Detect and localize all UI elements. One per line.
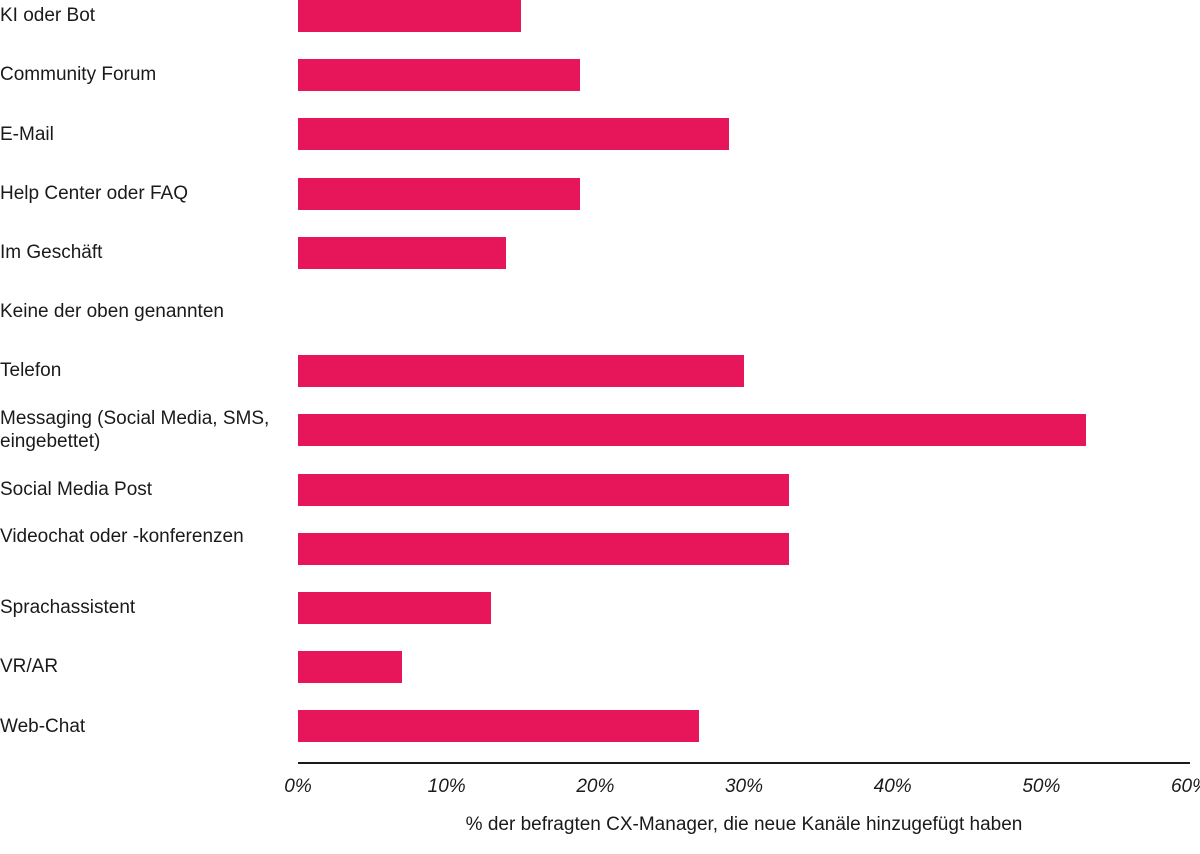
category-label: Community Forum [0, 63, 280, 87]
category-label: Videochat oder -konferenzen [0, 525, 280, 549]
bar [298, 592, 491, 624]
bar [298, 0, 521, 32]
category-label: Im Geschäft [0, 241, 280, 265]
x-axis-title: % der befragten CX-Manager, die neue Kan… [466, 814, 1023, 836]
category-label: KI oder Bot [0, 4, 280, 28]
bar [298, 59, 580, 91]
x-tick-label: 60% [1171, 776, 1200, 798]
bar [298, 118, 729, 150]
x-tick-label: 40% [874, 776, 912, 798]
x-axis-line [298, 762, 1190, 764]
x-tick-label: 50% [1022, 776, 1060, 798]
bar [298, 355, 744, 387]
x-tick-label: 20% [576, 776, 614, 798]
bar [298, 237, 506, 269]
bar [298, 710, 699, 742]
bar [298, 414, 1086, 446]
bar [298, 474, 789, 506]
category-label: Keine der oben genannten [0, 300, 280, 324]
category-label: E-Mail [0, 123, 280, 147]
category-label: Web-Chat [0, 715, 280, 739]
x-tick-label: 0% [284, 776, 311, 798]
bar [298, 533, 789, 565]
category-label: Telefon [0, 359, 280, 383]
category-label: Help Center oder FAQ [0, 182, 280, 206]
category-label: Social Media Post [0, 478, 280, 502]
bar [298, 178, 580, 210]
x-tick-label: 10% [428, 776, 466, 798]
category-label: VR/AR [0, 655, 280, 679]
category-label: Messaging (Social Media, SMS, eingebette… [0, 407, 280, 455]
bar [298, 651, 402, 683]
bar-chart: KI oder Bot Community Forum E-Mail Help Cen… [0, 0, 1200, 854]
x-tick-label: 30% [725, 776, 763, 798]
category-label: Sprachassistent [0, 596, 280, 620]
